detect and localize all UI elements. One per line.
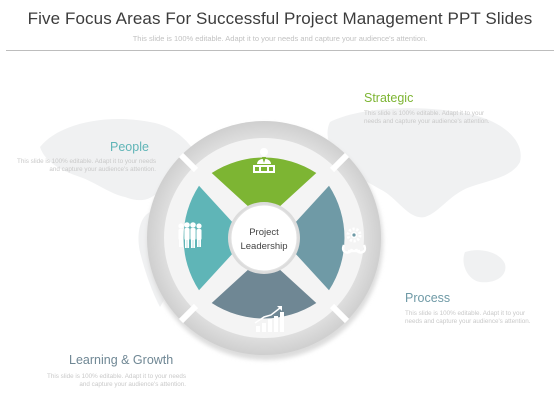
sector-gaps xyxy=(193,167,335,309)
people-label: People xyxy=(110,140,149,154)
slide-title: Five Focus Areas For Successful Project … xyxy=(27,9,533,28)
process-label: Process xyxy=(405,291,451,305)
people-segment[interactable] xyxy=(183,185,243,291)
learning-growth-description: This slide is 100% editable. Adapt it to… xyxy=(47,373,186,388)
slide-subtitle: This slide is 100% editable. Adapt it to… xyxy=(132,34,428,43)
strategic-description: This slide is 100% editable. Adapt it to… xyxy=(364,110,490,125)
group-people-icon xyxy=(178,222,202,248)
center-circle xyxy=(230,204,298,272)
strategic-segment[interactable] xyxy=(211,157,317,217)
strategic-label: Strategic xyxy=(364,91,414,105)
growth-chart-icon xyxy=(254,306,284,332)
learning-growth-label: Learning & Growth xyxy=(69,353,174,367)
title-divider xyxy=(6,50,554,51)
businessman-desk-icon xyxy=(253,148,275,173)
process-segment[interactable] xyxy=(285,185,345,291)
center-label-line1: Project xyxy=(249,227,279,238)
learning-growth-segment[interactable] xyxy=(211,259,317,319)
center-label-line2: Leadership xyxy=(240,241,287,252)
people-description: This slide is 100% editable. Adapt it to… xyxy=(17,158,156,173)
process-description: This slide is 100% editable. Adapt it to… xyxy=(405,310,531,325)
gears-cycle-icon xyxy=(341,227,367,254)
